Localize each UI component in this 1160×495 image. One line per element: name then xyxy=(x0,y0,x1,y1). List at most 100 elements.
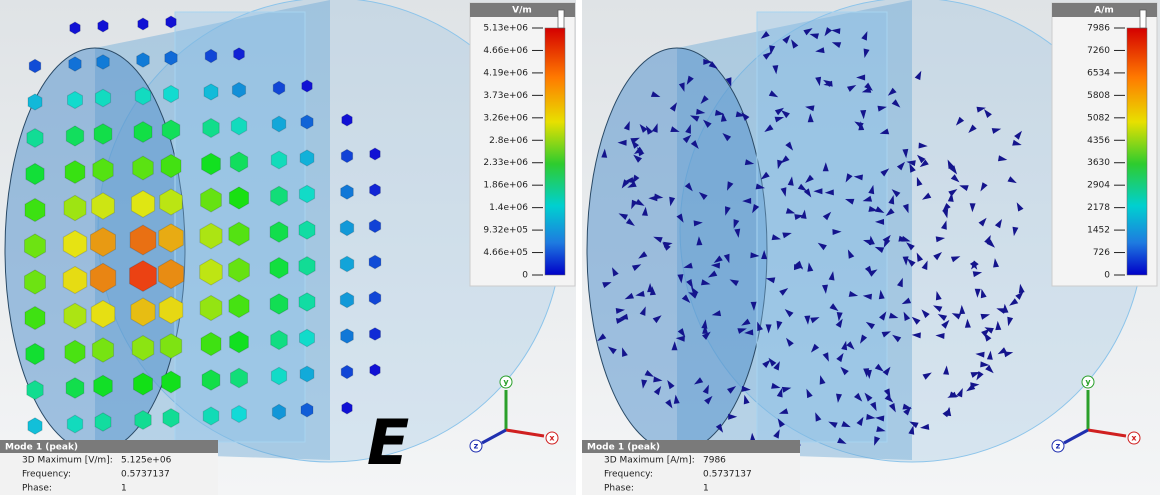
field-arrow xyxy=(231,117,246,135)
field-arrow xyxy=(234,48,245,60)
info-label: Frequency: xyxy=(22,470,71,480)
field-arrow xyxy=(94,375,113,396)
color-bar-slider xyxy=(558,10,564,28)
field-arrow xyxy=(137,53,150,68)
field-arrow xyxy=(164,85,179,102)
field-arrow xyxy=(202,153,221,175)
field-arrow xyxy=(162,120,180,140)
legend-tick-label: 9.32e+05 xyxy=(483,226,528,236)
field-arrow xyxy=(67,415,82,433)
viewport-panel: A/m7986726065345808508243563630290421781… xyxy=(582,0,1160,495)
field-arrow xyxy=(66,378,84,399)
field-arrow xyxy=(135,411,151,430)
legend-tick-label: 2.8e+06 xyxy=(489,136,528,146)
field-arrow xyxy=(369,255,381,269)
axis-label: x xyxy=(549,434,555,443)
field-arrow xyxy=(163,409,179,428)
legend-tick-label: 0 xyxy=(1104,271,1110,281)
legend-tick-label: 3630 xyxy=(1087,158,1110,168)
field-arrow xyxy=(65,161,85,184)
viewport-panel: V/m5.13e+064.66e+064.19e+063.73e+063.26e… xyxy=(0,0,576,495)
field-arrow xyxy=(272,404,285,419)
field-arrow xyxy=(270,294,288,314)
field-arrow xyxy=(271,186,288,205)
field-arrow xyxy=(270,222,288,243)
field-arrow xyxy=(272,116,286,132)
field-arrow xyxy=(299,293,315,311)
field-arrow xyxy=(300,329,315,346)
field-arrow xyxy=(135,87,150,105)
legend-tick-label: 1.4e+06 xyxy=(489,203,528,213)
field-arrow xyxy=(299,185,314,202)
field-arrow xyxy=(134,373,153,395)
legend-tick-label: 4356 xyxy=(1087,136,1110,146)
field-arrow xyxy=(369,291,381,304)
field-arrow xyxy=(370,364,380,376)
field-arrow xyxy=(342,114,352,126)
axis-label: z xyxy=(474,442,479,451)
info-title: Mode 1 (peak) xyxy=(587,443,660,453)
axis-label: x xyxy=(1131,434,1137,443)
field-arrow xyxy=(97,55,110,70)
legend-tick-label: 3.73e+06 xyxy=(483,91,528,101)
field-arrow xyxy=(270,258,288,279)
legend-unit: A/m xyxy=(1094,6,1114,16)
field-arrow xyxy=(26,163,44,184)
field-arrow xyxy=(232,82,245,97)
field-arrow xyxy=(273,81,285,94)
field-arrow xyxy=(203,407,219,425)
field-arrow xyxy=(95,89,110,107)
field-arrow xyxy=(301,403,313,417)
field-arrow xyxy=(341,149,352,162)
field-arrow xyxy=(98,20,108,32)
field-arrow xyxy=(68,91,83,108)
legend-tick-label: 4.19e+06 xyxy=(483,68,528,78)
field-arrow xyxy=(370,184,381,196)
field-arrow xyxy=(342,402,352,414)
field-arrow xyxy=(205,49,217,62)
legend-tick-label: 726 xyxy=(1093,248,1110,258)
field-arrow xyxy=(203,119,219,138)
field-arrow xyxy=(166,16,176,28)
field-arrow xyxy=(299,221,315,239)
color-bar xyxy=(1127,28,1147,275)
legend-unit: V/m xyxy=(512,6,532,16)
info-value: 1 xyxy=(121,484,127,494)
field-arrow xyxy=(95,413,111,431)
field-arrow xyxy=(202,370,220,391)
legend-tick-label: 7986 xyxy=(1087,24,1110,34)
axis-label: y xyxy=(1085,378,1091,387)
legend-tick-label: 2.33e+06 xyxy=(483,158,528,168)
page: html,body{margin:0;padding:0;width:1160p… xyxy=(0,0,1160,495)
info-value: 0.5737137 xyxy=(121,470,170,480)
axis-label: y xyxy=(503,378,509,387)
legend-tick-label: 5.13e+06 xyxy=(483,24,528,34)
field-arrow xyxy=(271,330,288,349)
cut-plane xyxy=(757,12,887,442)
field-arrow xyxy=(299,257,315,276)
field-arrow xyxy=(25,307,45,330)
field-letter: E xyxy=(367,406,409,479)
field-arrow xyxy=(138,18,148,30)
legend-tick-label: 0 xyxy=(522,271,528,281)
info-label: 3D Maximum [V/m]: xyxy=(22,456,113,466)
info-label: Phase: xyxy=(22,484,52,494)
field-arrow xyxy=(232,406,247,423)
field-arrow xyxy=(27,381,43,400)
field-arrow xyxy=(369,219,380,232)
field-arrow xyxy=(70,22,80,34)
info-value: 0.5737137 xyxy=(703,470,752,480)
field-arrow xyxy=(230,331,249,353)
info-label: Frequency: xyxy=(604,470,653,480)
legend-tick-label: 2178 xyxy=(1087,203,1110,213)
cylinder-cap xyxy=(587,48,767,452)
legend-tick-label: 1.86e+06 xyxy=(483,181,528,191)
legend-tick-label: 7260 xyxy=(1087,46,1110,56)
legend-tick-label: 4.66e+05 xyxy=(483,248,528,258)
color-bar xyxy=(545,28,565,275)
legend-tick-label: 1452 xyxy=(1087,226,1110,236)
field-arrow xyxy=(25,199,45,222)
field-arrow xyxy=(66,126,83,146)
page-body: {"panels":[ {"unit":"V/m", "scale":["5.1… xyxy=(0,0,1160,495)
info-value: 7986 xyxy=(703,456,726,466)
